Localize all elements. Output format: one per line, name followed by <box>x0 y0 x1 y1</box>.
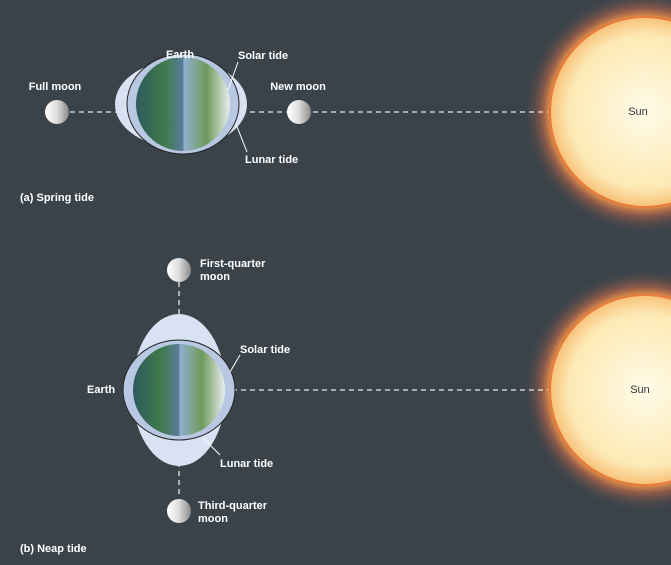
label: Third-quarter <box>198 500 268 512</box>
third-quarter-moon <box>167 499 191 523</box>
spring-tide-panel: Earth Solar tide Lunar tide Full moon Ne… <box>20 0 671 234</box>
label: Earth <box>166 49 194 61</box>
label: New moon <box>270 81 326 93</box>
label: moon <box>198 513 228 525</box>
label: Lunar tide <box>220 458 273 470</box>
pointer <box>235 123 248 153</box>
earth <box>133 344 225 436</box>
first-quarter-moon <box>167 258 191 282</box>
label: Solar tide <box>238 50 288 62</box>
label: moon <box>200 271 230 283</box>
new-moon <box>287 100 311 124</box>
neap-tide-panel: First-quarter moon Solar tide Earth Luna… <box>20 258 671 555</box>
label: First-quarter <box>200 258 266 270</box>
pointer <box>229 354 241 373</box>
sun <box>549 16 671 208</box>
label: Full moon <box>29 81 82 93</box>
label: Sun <box>630 384 650 396</box>
sun <box>549 294 671 486</box>
label: Lunar tide <box>245 154 298 166</box>
earth <box>136 57 230 151</box>
label: Solar tide <box>240 344 290 356</box>
label: Earth <box>87 384 115 396</box>
full-moon <box>45 100 69 124</box>
caption: (b) Neap tide <box>20 543 87 555</box>
pointer <box>227 61 239 91</box>
pointer <box>202 437 221 456</box>
label: Sun <box>628 106 648 118</box>
caption: (a) Spring tide <box>20 192 94 204</box>
